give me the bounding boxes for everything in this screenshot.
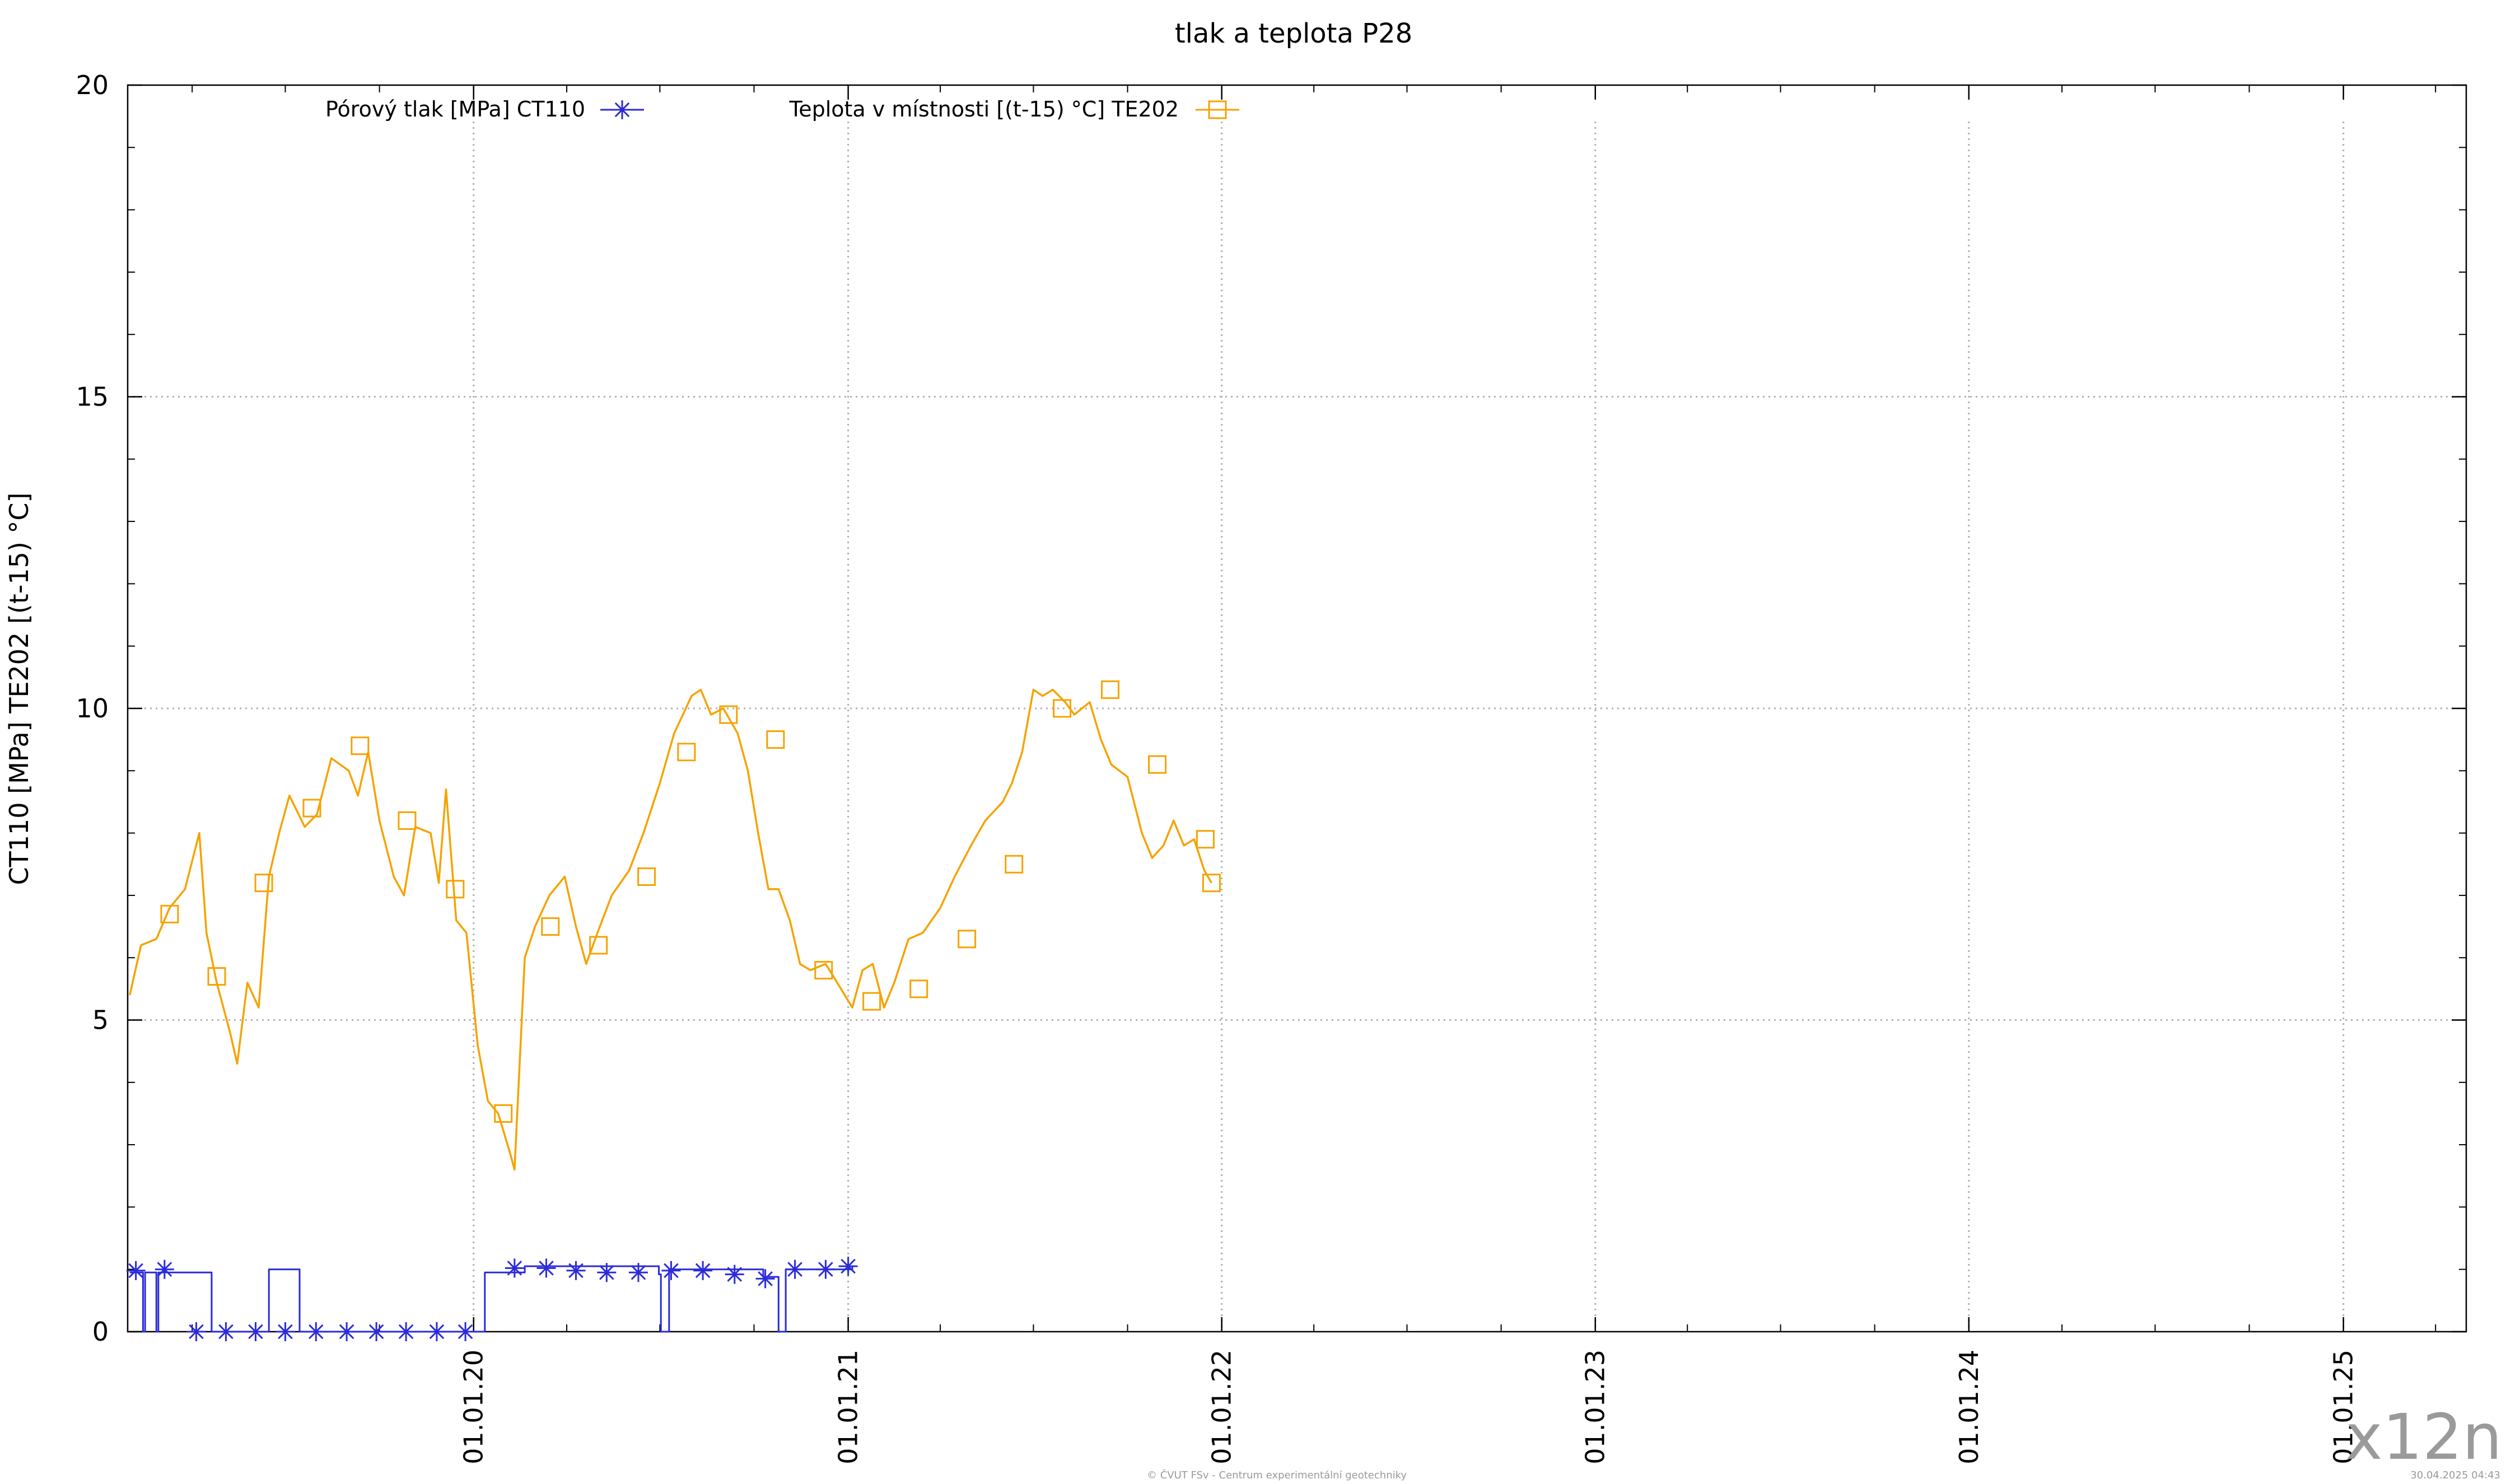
data-point-marker — [719, 705, 738, 724]
x-tick-label: 01.01.23 — [1580, 1350, 1611, 1464]
data-point-marker — [755, 1269, 775, 1289]
legend-label: Teplota v místnosti [(t-15) °C] TE202 — [788, 97, 1179, 122]
y-axis-label: CT110 [MPa] TE202 [(t-15) °C] — [4, 493, 34, 885]
data-point-marker — [456, 1322, 475, 1341]
y-tick-label: 0 — [92, 1317, 109, 1347]
legend: Pórový tlak [MPa] CT110 Teplota v místnos… — [325, 97, 1239, 122]
data-point-marker — [958, 930, 977, 949]
data-point-marker — [1100, 680, 1119, 699]
y-tick-label: 20 — [76, 70, 109, 100]
y-tick-label: 5 — [92, 1005, 109, 1035]
data-point-marker — [766, 730, 785, 749]
series-layer — [126, 680, 1221, 1341]
copyright-text: © ČVUT FSv - Centrum experimentální geot… — [1147, 1469, 1407, 1481]
plot-frame — [127, 84, 2467, 1333]
data-point-marker — [207, 967, 226, 986]
data-point-marker — [186, 1322, 206, 1341]
legend-marker — [1208, 100, 1227, 119]
data-point-marker — [693, 1261, 713, 1280]
data-point-marker — [597, 1263, 617, 1282]
data-point-marker — [909, 979, 928, 998]
data-point-marker — [126, 1261, 146, 1280]
x-tick-label: 01.01.25 — [2328, 1350, 2359, 1464]
data-point-marker — [427, 1322, 446, 1341]
axis-ticks: 0 5 10 15 20 01.01.20 01.01.21 01.01.22 01.01.23… — [76, 70, 2466, 1464]
legend-marker — [613, 100, 632, 119]
data-point-marker — [337, 1322, 357, 1341]
data-point-marker — [589, 936, 608, 955]
data-point-marker — [661, 1261, 681, 1280]
data-point-marker — [1005, 855, 1024, 874]
data-point-marker — [216, 1322, 236, 1341]
data-point-marker — [637, 867, 656, 886]
data-point-marker — [785, 1259, 805, 1279]
data-point-marker — [446, 880, 465, 899]
data-point-marker — [628, 1263, 648, 1282]
data-point-marker — [276, 1322, 295, 1341]
y-tick-label: 10 — [76, 693, 109, 724]
data-point-marker — [541, 917, 560, 936]
data-point-marker — [814, 960, 833, 979]
chart-title: tlak a teplota P28 — [1175, 18, 1412, 49]
data-point-marker — [1202, 874, 1221, 893]
x-tick-label: 01.01.20 — [459, 1350, 489, 1464]
series-line — [129, 1265, 853, 1333]
data-point-marker — [566, 1261, 586, 1280]
data-point-marker — [862, 992, 881, 1011]
watermark: x12n — [2345, 1401, 2502, 1474]
data-point-marker — [725, 1264, 744, 1284]
data-point-marker — [505, 1258, 524, 1278]
data-point-marker — [1196, 830, 1215, 849]
x-tick-label: 01.01.21 — [833, 1350, 864, 1464]
data-point-marker — [396, 1322, 416, 1341]
data-point-marker — [494, 1104, 513, 1123]
y-tick-label: 15 — [76, 382, 109, 412]
data-point-marker — [1053, 699, 1072, 718]
data-point-marker — [306, 1322, 326, 1341]
x-tick-label: 01.01.24 — [1954, 1350, 1984, 1464]
data-point-marker — [536, 1258, 556, 1278]
series-ct110 — [126, 1257, 858, 1341]
data-point-marker — [302, 799, 321, 818]
data-point-marker — [160, 904, 179, 923]
data-point-marker — [367, 1322, 386, 1341]
data-point-marker — [1148, 755, 1167, 774]
plot-border — [127, 84, 2467, 1333]
timestamp-text: 30.04.2025 04:43 — [2410, 1469, 2500, 1481]
legend-label: Pórový tlak [MPa] CT110 — [325, 97, 585, 122]
data-point-marker — [398, 811, 417, 830]
data-point-marker — [677, 743, 696, 762]
data-point-marker — [155, 1259, 174, 1279]
x-tick-label: 01.01.22 — [1207, 1350, 1237, 1464]
data-point-marker — [816, 1259, 836, 1279]
data-point-marker — [246, 1322, 265, 1341]
series-line — [128, 688, 1212, 1171]
data-point-marker — [254, 874, 273, 893]
series-te202 — [128, 680, 1221, 1171]
data-point-marker — [838, 1257, 858, 1276]
grid — [128, 122, 2466, 1332]
data-point-marker — [351, 736, 370, 755]
